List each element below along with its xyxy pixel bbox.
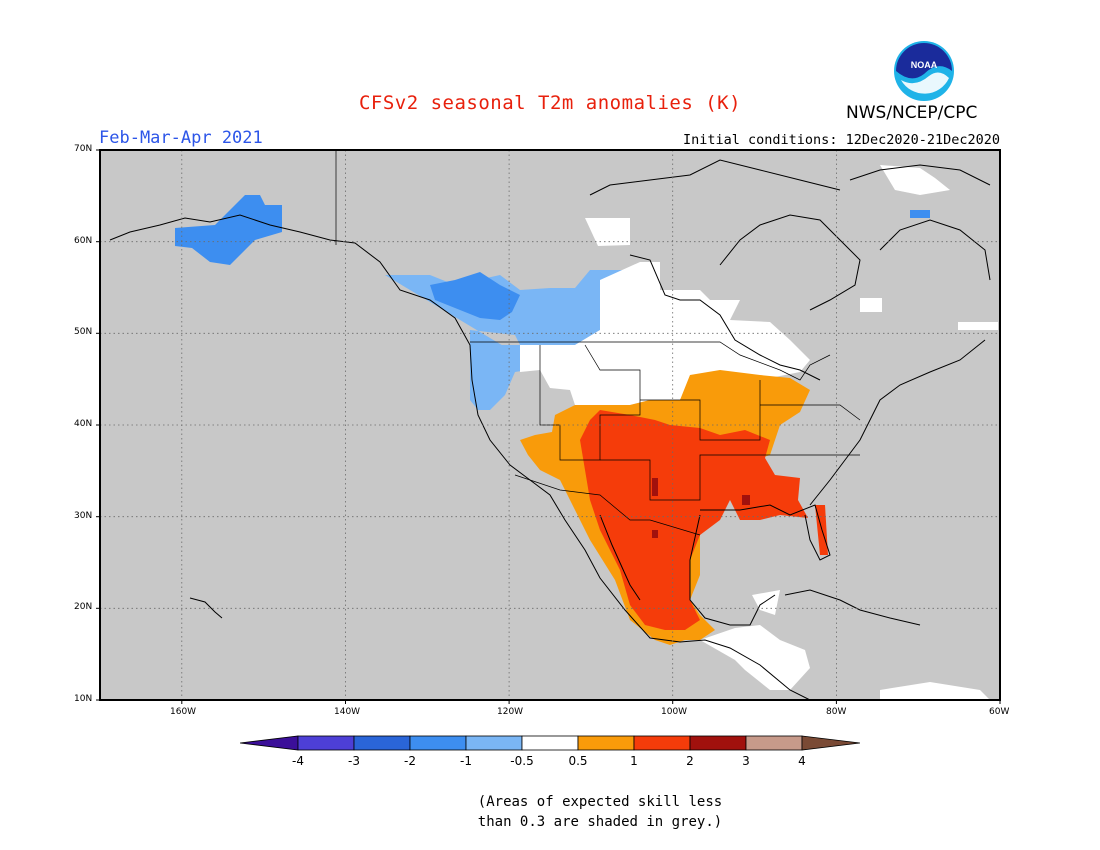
dark-red-spot (652, 478, 658, 496)
lat-label: 20N (74, 602, 93, 612)
colorbar-segment (409, 735, 467, 751)
colorbar-segment (689, 735, 747, 751)
colorbar-tick-label: -2 (404, 754, 416, 768)
colorbar-tick-label: 2 (686, 754, 694, 768)
skill-footnote: (Areas of expected skill less than 0.3 a… (420, 792, 780, 832)
noaa-logo: NOAA (894, 41, 954, 101)
central-america-neutral (700, 625, 810, 690)
baffin-anomaly (910, 210, 930, 218)
footnote-line: (Areas of expected skill less (477, 794, 723, 810)
lon-label: 160W (170, 707, 197, 717)
alaska-anomaly (175, 195, 282, 265)
map-title: CFSv2 seasonal T2m anomalies (K) (358, 92, 742, 114)
forecast-period: Feb-Mar-Apr 2021 (99, 128, 263, 148)
colorbar-arrow-low (240, 735, 299, 751)
south-america-neutral (880, 682, 990, 700)
lon-label: 140W (334, 707, 361, 717)
colorbar-tick-label: -0.5 (510, 754, 534, 768)
lon-label: 100W (661, 707, 688, 717)
colorbar-segment (297, 735, 355, 751)
colorbar-segment (745, 735, 803, 751)
colorbar-tick-label: 1 (630, 754, 638, 768)
arctic-neutral (880, 165, 950, 195)
agency-label: NWS/NCEP/CPC (846, 103, 978, 123)
lat-label: 30N (74, 511, 93, 521)
colorbar-tick-label: 0.5 (568, 754, 588, 768)
color-scale-bar (240, 735, 860, 751)
colorbar-segment (521, 735, 579, 751)
logo-text: NOAA (911, 60, 938, 70)
borders (335, 150, 861, 536)
dark-red-spot (742, 495, 750, 505)
south-hot-anomaly (580, 410, 808, 630)
graticule (100, 150, 1000, 700)
colorbar-segment (465, 735, 523, 751)
dark-red-spot (652, 530, 658, 538)
colorbar-tick-label: -4 (292, 754, 304, 768)
colorbar-tick-label: 3 (742, 754, 750, 768)
axis-ticks (96, 149, 1001, 704)
colorbar-segment (353, 735, 411, 751)
bc-anomaly (430, 272, 520, 320)
quebec-neutral (860, 298, 882, 312)
lat-label: 10N (74, 694, 93, 704)
colorbar-segment (577, 735, 635, 751)
footnote-line: than 0.3 are shaded in grey.) (477, 814, 723, 830)
white-patch (585, 218, 630, 246)
lat-label: 70N (74, 144, 93, 154)
lon-label: 120W (497, 707, 524, 717)
labrador-neutral (958, 322, 998, 330)
lat-label: 40N (74, 419, 93, 429)
colorbar-tick-label: 4 (798, 754, 806, 768)
lon-label: 80W (826, 707, 847, 717)
colorbar-arrow-high (801, 735, 860, 751)
colorbar-tick-label: -1 (460, 754, 472, 768)
colorbar-tick-label: -3 (348, 754, 360, 768)
lat-label: 60N (74, 236, 93, 246)
lon-label: 60W (989, 707, 1010, 717)
initial-conditions: Initial conditions: 12Dec2020-21Dec2020 (683, 132, 1000, 148)
lat-label: 50N (74, 327, 93, 337)
coastlines (109, 159, 991, 700)
canada-neutral (520, 262, 810, 405)
colorbar-segment (633, 735, 691, 751)
pnw-light-anomaly (385, 270, 630, 410)
